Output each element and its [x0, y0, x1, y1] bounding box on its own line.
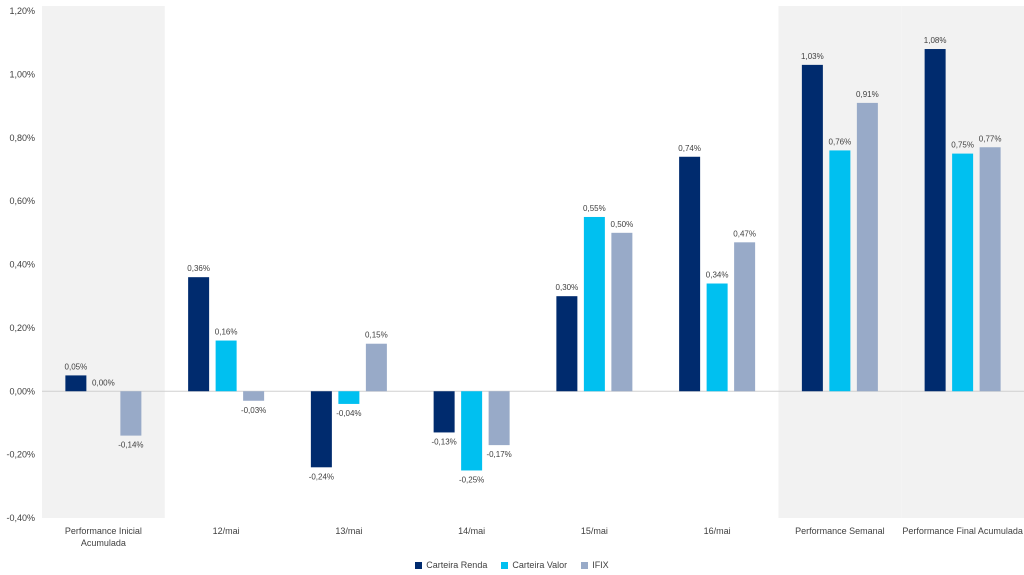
data-label: -0,13% — [431, 437, 456, 446]
bar — [65, 375, 87, 392]
legend-label: IFIX — [592, 560, 609, 570]
bar — [243, 391, 265, 401]
bar — [488, 391, 510, 446]
legend-swatch — [415, 561, 423, 569]
data-label: 0,30% — [556, 283, 579, 292]
bar — [120, 391, 142, 436]
data-label: 0,36% — [187, 264, 210, 273]
bar — [829, 150, 851, 392]
bar — [611, 232, 633, 392]
data-label: 0,47% — [733, 229, 756, 238]
data-label: 0,74% — [678, 144, 701, 153]
legend-item: Carteira Renda — [415, 560, 487, 570]
bar — [338, 391, 360, 404]
bar — [583, 216, 605, 392]
y-tick-label: 1,20% — [9, 6, 35, 16]
data-label: 0,05% — [65, 362, 88, 371]
data-label: -0,25% — [459, 475, 484, 484]
chart-canvas: 1,20% 1,00% 0,80% 0,60% 0,40% 0,20% 0,00% -0,20… — [6, 6, 1024, 548]
data-label: -0,17% — [486, 450, 511, 459]
x-tick-label: 13/mai — [335, 526, 362, 536]
category-highlight-band — [42, 6, 165, 518]
bar — [801, 64, 823, 392]
bar — [556, 296, 578, 392]
y-tick-label: -0,40% — [6, 513, 35, 523]
x-tick-label: Acumulada — [81, 538, 126, 548]
legend-item: Carteira Valor — [501, 560, 567, 570]
x-tick-label: 16/mai — [704, 526, 731, 536]
data-label: 0,91% — [856, 90, 879, 99]
bar — [310, 391, 332, 468]
bar — [856, 102, 878, 392]
bar — [215, 340, 237, 392]
data-label: 0,15% — [365, 331, 388, 340]
data-label: 0,55% — [583, 204, 606, 213]
chart-legend: Carteira Renda Carteira Valor IFIX — [0, 558, 1024, 572]
data-label: -0,03% — [241, 406, 266, 415]
bar — [433, 391, 455, 433]
x-tick-label: Performance Semanal — [795, 526, 885, 536]
bar — [734, 242, 756, 392]
data-label: 0,75% — [951, 141, 974, 150]
bar — [924, 49, 946, 392]
legend-label: Carteira Renda — [426, 560, 488, 570]
legend-item: IFIX — [581, 560, 609, 570]
y-tick-label: 0,20% — [9, 323, 35, 333]
y-tick-label: 0,40% — [9, 260, 35, 270]
bar — [706, 283, 728, 392]
y-tick-label: -0,20% — [6, 450, 35, 460]
data-label: -0,14% — [118, 441, 143, 450]
y-tick-label: 0,00% — [9, 386, 35, 396]
data-label: 0,50% — [611, 220, 634, 229]
x-tick-label: 12/mai — [213, 526, 240, 536]
x-tick-label: Performance Final Acumulada — [902, 526, 1023, 536]
data-label: 0,34% — [706, 271, 729, 280]
legend-swatch — [581, 561, 589, 569]
bar — [461, 391, 483, 471]
bar — [188, 277, 210, 392]
data-label: -0,24% — [309, 472, 334, 481]
x-tick-label: Performance Inicial — [65, 526, 142, 536]
bar — [679, 156, 701, 392]
x-tick-label: 15/mai — [581, 526, 608, 536]
y-tick-label: 0,80% — [9, 133, 35, 143]
legend-label: Carteira Valor — [512, 560, 568, 570]
bar — [979, 147, 1001, 392]
y-tick-label: 1,00% — [9, 69, 35, 79]
data-label: 0,77% — [979, 134, 1002, 143]
bar — [952, 153, 974, 392]
data-label: 0,00% — [92, 378, 115, 387]
data-label: 0,76% — [829, 137, 852, 146]
y-tick-label: 0,60% — [9, 196, 35, 206]
data-label: 1,03% — [801, 52, 824, 61]
data-label: -0,04% — [336, 409, 361, 418]
legend-swatch — [501, 561, 509, 569]
bar — [365, 343, 387, 392]
data-label: 1,08% — [924, 36, 947, 45]
x-tick-label: 14/mai — [458, 526, 485, 536]
data-label: 0,16% — [215, 328, 238, 337]
